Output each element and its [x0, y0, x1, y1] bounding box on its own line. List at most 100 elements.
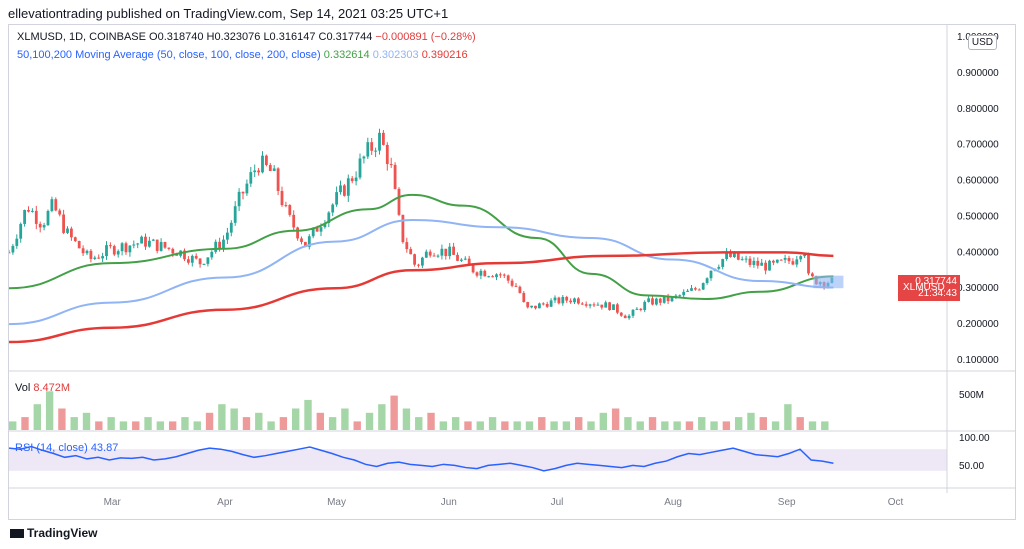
candle-body — [756, 260, 760, 266]
candle-body — [440, 248, 444, 256]
volume-bar — [328, 417, 337, 430]
candle-body — [97, 257, 101, 259]
candle-body — [190, 255, 194, 263]
ma-legend-label: 50,100,200 Moving Average (50, close, 10… — [17, 49, 321, 61]
candle-body — [233, 206, 237, 223]
volume-bar — [156, 421, 165, 430]
price-range-highlight — [813, 275, 844, 289]
candle-body — [194, 255, 198, 259]
candle-body — [549, 300, 553, 307]
candle-body — [479, 270, 483, 276]
volume-bar — [808, 421, 817, 430]
candle-body — [674, 295, 678, 297]
ma50-value: 0.332614 — [323, 49, 370, 61]
candle-body — [370, 142, 374, 151]
volume-bar — [784, 404, 792, 430]
volume-bar — [562, 421, 571, 430]
price-chart-svg[interactable]: 1.0000000.9000000.8000000.7000000.600000… — [9, 25, 1015, 519]
candle-body — [682, 291, 686, 296]
candle-body — [510, 280, 514, 286]
published-header: ellevationtrading published on TradingVi… — [8, 6, 449, 21]
currency-button[interactable]: USD — [967, 35, 997, 50]
candle-body — [662, 296, 666, 303]
candle-body — [744, 258, 748, 260]
volume-bar — [611, 408, 620, 430]
candle-body — [491, 276, 494, 278]
candle-body — [89, 250, 93, 259]
volume-axis-label: 500M — [959, 390, 984, 401]
rsi-axis-label: 50.00 — [959, 461, 984, 472]
candle-body — [31, 210, 34, 212]
volume-bar — [390, 395, 398, 430]
candle-body — [432, 255, 436, 257]
candle-body — [315, 227, 319, 232]
candle-body — [276, 168, 280, 191]
candle-body — [148, 240, 151, 247]
candle-body — [389, 164, 393, 166]
candle-body — [397, 188, 401, 215]
candle-body — [534, 305, 537, 309]
y-tick-label: 0.800000 — [957, 104, 999, 115]
candle-body — [311, 227, 315, 237]
rsi-legend: RSI (14, close) 43.87 — [15, 442, 118, 454]
candle-body — [623, 315, 627, 319]
rsi-value: 43.87 — [90, 442, 119, 454]
candle-body — [105, 245, 108, 257]
candle-body — [811, 273, 814, 277]
candle-body — [112, 246, 116, 255]
ma100-value: 0.302303 — [372, 49, 419, 61]
chart-container[interactable]: 1.0000000.9000000.8000000.7000000.600000… — [8, 24, 1016, 520]
ma-line-ma200 — [9, 251, 834, 344]
x-tick-label: Oct — [888, 497, 904, 508]
candle-body — [421, 257, 424, 266]
x-tick-label: Aug — [664, 497, 682, 508]
candle-body — [101, 256, 104, 259]
candle-body — [452, 246, 455, 255]
x-tick-label: May — [327, 497, 346, 508]
symbol-legend: XLMUSD, 1D, COINBASE O0.318740 H0.323076… — [17, 31, 476, 43]
candle-body — [752, 260, 756, 265]
volume-bar — [685, 421, 694, 430]
candle-body — [518, 286, 522, 293]
candle-body — [456, 254, 459, 261]
candle-body — [288, 205, 292, 215]
volume-bar — [144, 417, 152, 430]
candle-body — [335, 192, 338, 205]
candle-body — [218, 241, 221, 249]
candle-body — [331, 204, 335, 213]
candle-body — [701, 283, 705, 290]
volume-bar — [9, 421, 17, 430]
volume-bar — [501, 421, 509, 430]
candle-body — [253, 170, 257, 173]
candle-body — [128, 245, 132, 253]
candle-body — [155, 239, 159, 251]
candle-body — [109, 245, 112, 247]
ohlc-low: L0.316147 — [263, 31, 316, 43]
volume-bar — [427, 412, 435, 430]
volume-bar — [267, 421, 275, 430]
candle-body — [635, 308, 639, 310]
candle-body — [241, 191, 245, 194]
candle-body — [249, 172, 253, 184]
x-tick-label: Apr — [217, 497, 233, 508]
candle-body — [167, 247, 171, 249]
candle-body — [116, 251, 120, 255]
ma-line-ma50 — [9, 193, 834, 300]
candle-body — [354, 177, 358, 182]
candle-body — [647, 298, 650, 302]
candle-body — [604, 302, 608, 308]
last-price-tag: XLMUSD 0.317744 21:34:43 — [898, 275, 960, 301]
candle-body — [643, 301, 647, 311]
candle-body — [721, 259, 725, 267]
candle-body — [495, 274, 498, 278]
candle-body — [522, 292, 526, 303]
candle-body — [460, 259, 463, 261]
candle-body — [292, 214, 296, 228]
candle-body — [54, 199, 58, 211]
candle-body — [378, 132, 381, 151]
candle-body — [502, 274, 506, 276]
candle-body — [9, 252, 11, 254]
candle-body — [627, 315, 631, 319]
volume-bar — [181, 417, 189, 430]
candle-body — [144, 236, 147, 247]
